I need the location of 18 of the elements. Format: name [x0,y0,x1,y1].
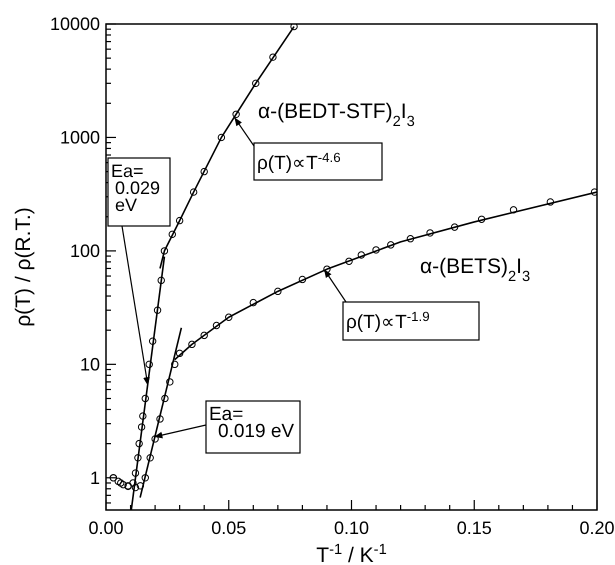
x-tick-label: 0.00 [88,518,124,538]
y-tick-label: 100 [70,240,100,261]
x-tick-label: 0.10 [334,518,370,538]
series-label: α-(BEDT-STF)$_{2}$I$_{3}$ [258,100,415,130]
x-tick-label: 0.05 [211,518,246,538]
series-label: α-(BETS)$_{2}$I$_{3}$ [420,255,530,285]
y-tick-label: 1 [90,468,100,488]
annotation: Ea= 0.029 eV [111,161,160,215]
y-tick-label: 10 [80,354,100,374]
annotation: ρ(T)∝T$^{-4.6}$ [257,150,341,174]
y-tick-label: 1000 [60,127,100,148]
x-axis-title: T$^{-1}$ / K$^{-1}$ [316,542,387,565]
y-tick-label: 10000 [50,14,100,34]
x-tick-label: 0.20 [579,518,615,538]
y-axis-title: ρ(T) / ρ(R.T.) [12,207,35,327]
x-tick-label: 0.15 [456,518,492,538]
annotation: ρ(T)∝T$^{-1.9}$ [346,308,430,333]
annotation: Ea= 0.019 eV [209,404,294,442]
